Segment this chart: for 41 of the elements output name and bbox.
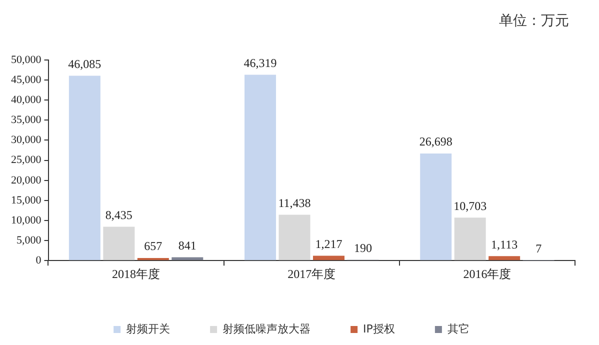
text: 单位：万元 (499, 12, 569, 30)
data-label: 8,435 (105, 208, 132, 222)
y-tick-label: 20,000 (11, 174, 42, 186)
y-tick-label: 50,000 (11, 54, 42, 66)
bar (312, 256, 344, 260)
data-label: 7 (536, 242, 542, 256)
y-tick-label: 5,000 (16, 234, 42, 246)
data-label: 10,703 (454, 198, 487, 213)
bar (278, 214, 310, 260)
bar (488, 256, 520, 260)
y-tick-label: 10,000 (11, 214, 42, 226)
data-label: 190 (354, 240, 372, 255)
y-tick-label: 15,000 (11, 194, 42, 206)
legend-label: IP授权 (363, 322, 395, 336)
bar (244, 74, 276, 260)
bar (172, 257, 204, 260)
y-tick-label: 45,000 (11, 74, 42, 86)
data-label: 46,319 (244, 56, 277, 70)
y-tick-label: 35,000 (11, 114, 42, 126)
x-tick-label: 2016年度 (463, 266, 512, 281)
data-label: 11,438 (278, 196, 311, 210)
data-label: 1,113 (491, 237, 518, 252)
y-tick-label: 30,000 (11, 134, 42, 146)
data-label: 841 (178, 238, 196, 252)
bar (137, 258, 169, 260)
x-tick-label: 2017年度 (288, 266, 336, 281)
data-label: 26,698 (419, 134, 452, 149)
bar (68, 76, 100, 260)
y-tick-label: 0 (36, 254, 42, 266)
bar (103, 226, 135, 260)
bar (454, 218, 486, 260)
y-tick-label: 40,000 (11, 94, 42, 106)
bar (420, 153, 452, 260)
legend-label: 其它 (447, 322, 470, 336)
data-label: 657 (144, 239, 162, 254)
data-label: 1,217 (315, 236, 342, 251)
legend-label: 射频低噪声放大器 (222, 322, 311, 336)
y-tick-label: 25,000 (11, 154, 42, 166)
x-tick-label: 2018年度 (112, 266, 160, 281)
data-label: 46,085 (68, 56, 102, 71)
legend-label: 射频开关 (126, 322, 170, 336)
